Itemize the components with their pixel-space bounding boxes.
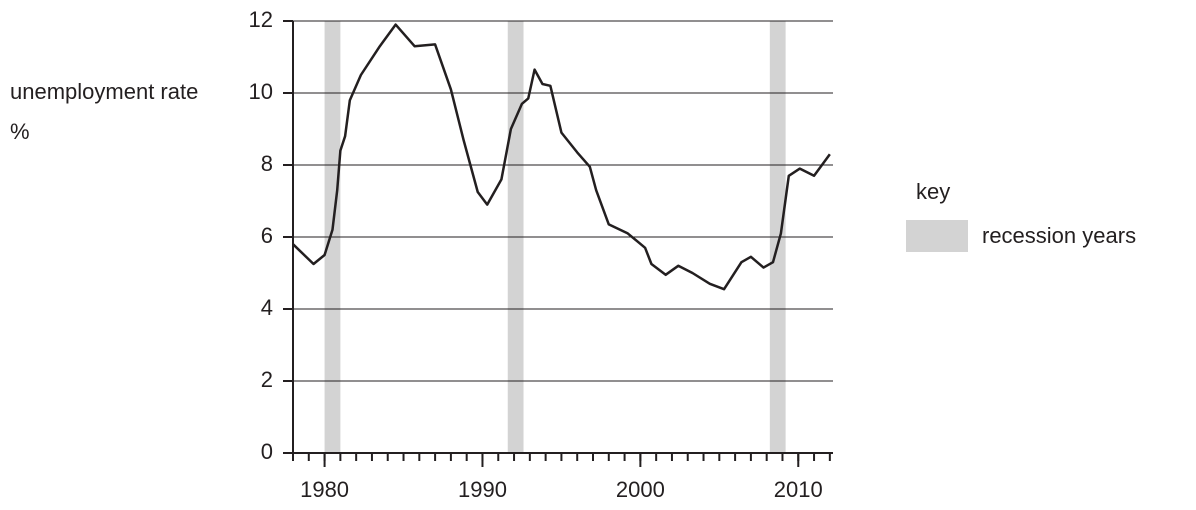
x-tick-label: 1980 — [300, 477, 349, 502]
legend-label: recession years — [982, 223, 1136, 248]
legend-swatch — [906, 220, 968, 252]
x-tick-label: 2010 — [774, 477, 823, 502]
y-tick-label: 4 — [261, 295, 273, 320]
x-tick-label: 2000 — [616, 477, 665, 502]
unemployment-line — [292, 23, 831, 291]
y-tick-label: 0 — [261, 439, 273, 464]
legend-title: key — [916, 179, 950, 204]
y-tick-label: 2 — [261, 367, 273, 392]
y-tick-label: 6 — [261, 223, 273, 248]
y-axis-label: unemployment rate % — [10, 79, 199, 144]
y-tick-label: 10 — [249, 79, 273, 104]
y-tick-label: 8 — [261, 151, 273, 176]
y-tick-label: 12 — [249, 7, 273, 32]
x-tick-label: 1990 — [458, 477, 507, 502]
